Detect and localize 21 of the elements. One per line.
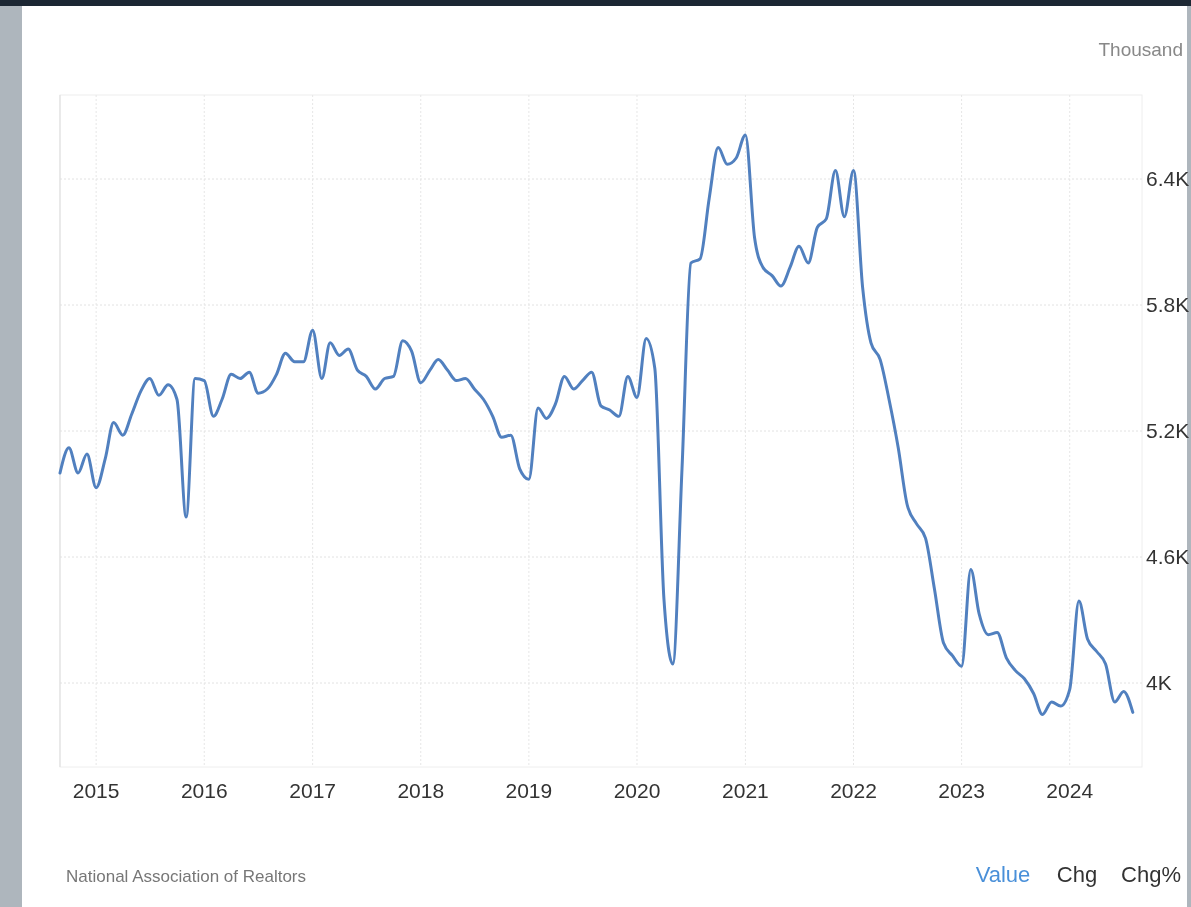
x-tick-label: 2019	[505, 779, 553, 802]
x-tick-label: 2023	[938, 779, 985, 802]
y-tick-label: 4.6K	[1146, 545, 1190, 569]
y-tick-label: 4K	[1146, 671, 1172, 695]
x-tick-label: 2020	[613, 779, 661, 802]
text: National Association of Realtors	[66, 867, 307, 886]
x-tick-label: 2022	[830, 779, 877, 802]
x-tick-label: 2016	[180, 779, 228, 802]
x-tick-label: 2018	[397, 779, 445, 802]
text: Chg	[1056, 862, 1098, 887]
x-tick-label: 2024	[1046, 779, 1094, 802]
x-tick-label: 2015	[72, 779, 120, 802]
y-axis-title: Thousand	[1098, 39, 1183, 60]
text: Value	[975, 862, 1031, 887]
y-tick-label: 5.2K	[1146, 419, 1190, 443]
y-tick-label: 5.8K	[1146, 293, 1190, 317]
y-tick-label: 6.4K	[1146, 167, 1190, 191]
text: Chg%	[1121, 862, 1181, 887]
x-tick-label: 2017	[289, 779, 337, 802]
x-tick-label: 2021	[722, 779, 769, 802]
line-series	[58, 133, 1135, 716]
